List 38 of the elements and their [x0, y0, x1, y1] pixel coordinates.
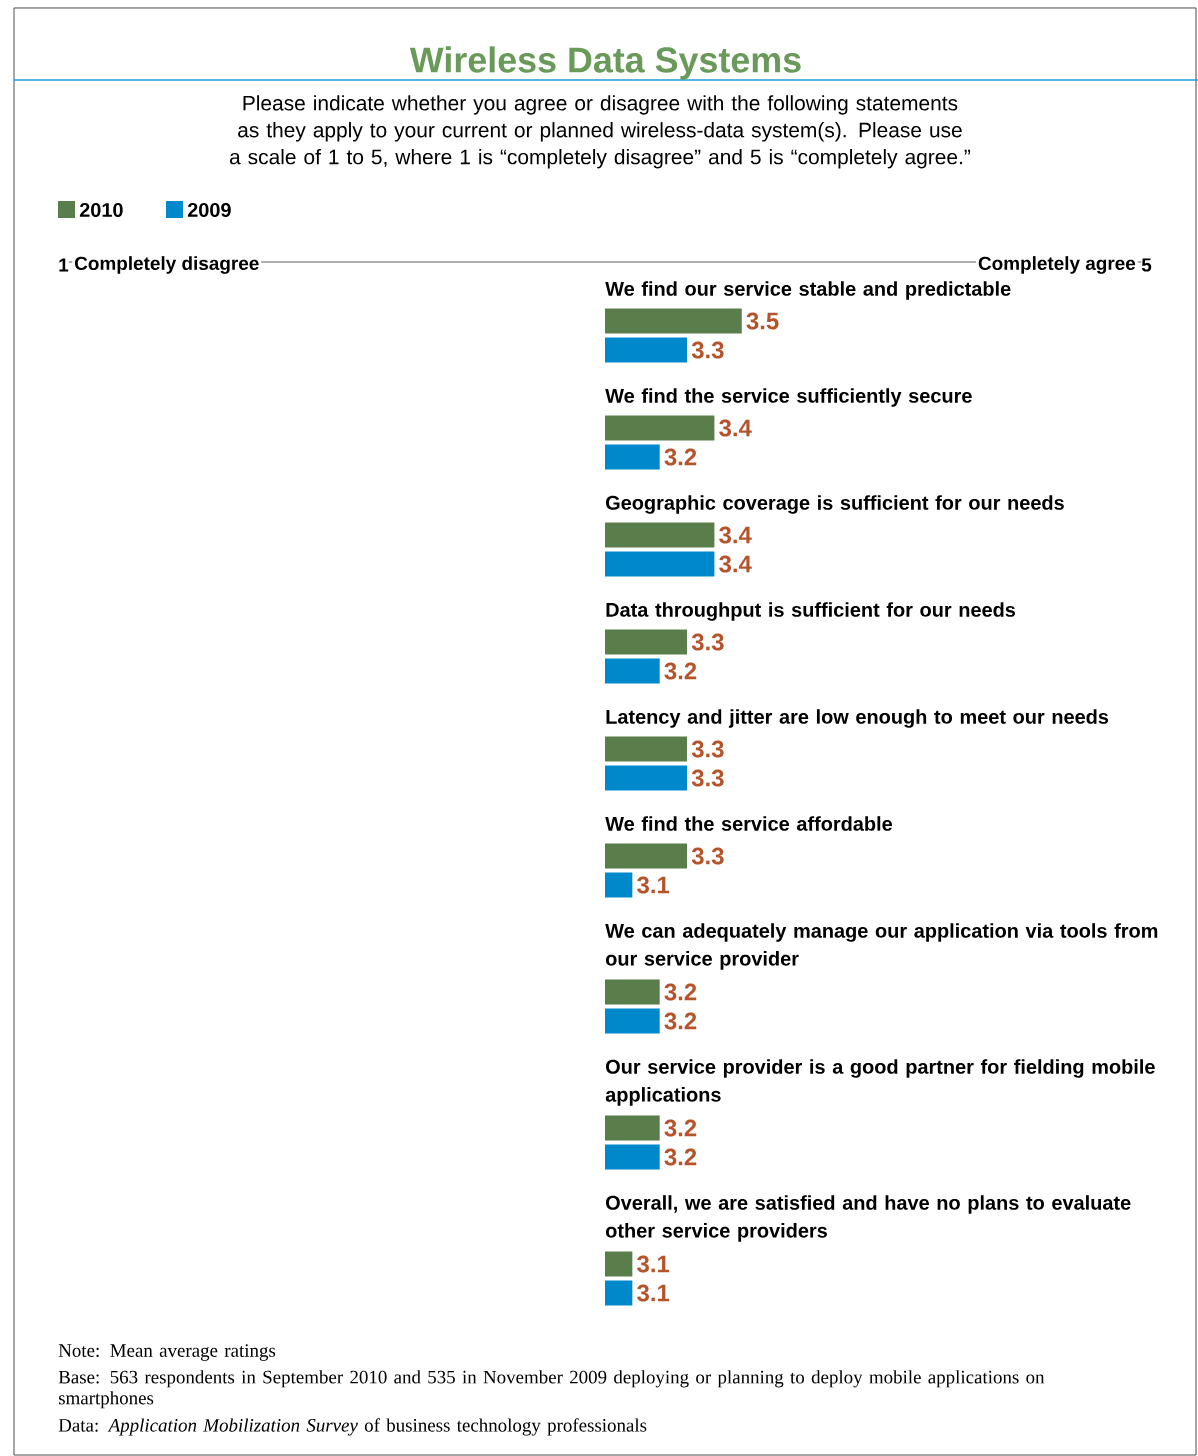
text: Note: Mean average ratings — [58, 1344, 276, 1361]
data-label: 3.4 — [719, 555, 752, 573]
x-tick-label: 1 — [59, 258, 69, 272]
data-label: 3.2 — [664, 448, 697, 466]
y-tick-label: Overall, we are satisfied and have no plans to evaluate other service providers — [605, 1195, 1131, 1242]
data-label: 3.2 — [664, 1148, 697, 1166]
data-label: 3.3 — [691, 633, 724, 651]
data-label: 3.4 — [719, 419, 752, 437]
text: Base: 563 respondents in September 2010 and 535 in November 2009 deploying or planning to deploy mobile applications on smartphones — [58, 1370, 1045, 1409]
data-label: 3.4 — [719, 526, 752, 544]
annotation: Completely disagree — [74, 256, 259, 274]
y-tick-label: We find our service stable and predictable — [605, 281, 1011, 300]
data-label: 3.1 — [637, 1255, 670, 1273]
y-tick-label: Data throughput is sufficient for our needs — [606, 602, 1016, 621]
y-tick-label: Geographic coverage is sufficient for our needs — [606, 495, 1064, 514]
data-label: 3.2 — [664, 983, 697, 1001]
data-label: 3.1 — [637, 1284, 670, 1302]
y-tick-label: Latency and jitter are low enough to meet our needs — [606, 709, 1109, 728]
data-label: 3.2 — [664, 1119, 697, 1137]
text: Data: Application Mobilization Survey of business technology professionals — [58, 1418, 647, 1436]
data-label: 3.2 — [664, 1012, 697, 1030]
data-label: 3.3 — [691, 341, 724, 359]
y-tick-label: Our service provider is a good partner for fielding mobile applications — [605, 1059, 1155, 1106]
y-tick-label: We find the service affordable — [605, 816, 893, 831]
chart-subtitle: Please indicate whether you agree or disagree with the following statements as they apply to your current or planned wireless-data system(s). Please use a scale of 1 to 5, where 1 is “completely disagree” and 5 is “completely agree.” — [229, 95, 971, 169]
data-label: 3.3 — [691, 740, 724, 758]
data-label: 3.1 — [637, 876, 670, 894]
chart-title: Wireless Data Systems — [409, 46, 801, 80]
data-label: 3.3 — [691, 769, 724, 787]
data-label: 3.3 — [691, 847, 724, 865]
legend-label: 2010 — [79, 202, 123, 218]
x-tick-label: 5 — [1141, 258, 1152, 272]
data-label: 3.2 — [664, 662, 697, 680]
legend-label: 2009 — [187, 202, 231, 218]
annotation: Completely agree — [978, 256, 1136, 274]
y-tick-label: We can adequately manage our application via tools from our service provider — [605, 923, 1158, 970]
y-tick-label: We find the service sufficiently secure — [605, 388, 972, 407]
data-label: 3.5 — [746, 312, 779, 330]
